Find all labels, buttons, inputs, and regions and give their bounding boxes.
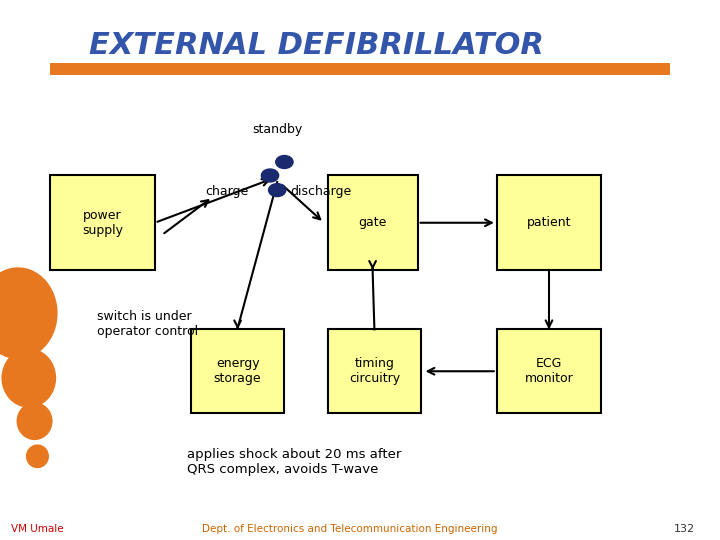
Bar [191, 329, 284, 413]
Text: EXTERNAL DEFIBRILLATOR: EXTERNAL DEFIBRILLATOR [89, 31, 544, 60]
Text: ECG
monitor: ECG monitor [525, 357, 573, 385]
Circle shape [261, 169, 279, 182]
Ellipse shape [1, 348, 56, 408]
Text: 132: 132 [674, 523, 695, 534]
Text: Dept. of Electronics and Telecommunication Engineering: Dept. of Electronics and Telecommunicati… [202, 523, 497, 534]
Text: standby: standby [252, 123, 302, 136]
Text: charge: charge [205, 185, 248, 198]
Ellipse shape [26, 444, 49, 468]
Text: patient: patient [527, 216, 571, 229]
Bar [50, 176, 155, 270]
Text: switch is under
operator control: switch is under operator control [97, 310, 198, 338]
Ellipse shape [17, 402, 53, 440]
Circle shape [276, 156, 293, 168]
Bar [328, 176, 418, 270]
Bar [497, 329, 601, 413]
Text: VM Umale: VM Umale [11, 523, 63, 534]
Text: discharge: discharge [289, 185, 351, 198]
Text: gate: gate [359, 216, 387, 229]
Text: timing
circuitry: timing circuitry [348, 357, 400, 385]
Ellipse shape [0, 267, 58, 359]
Text: power
supply: power supply [82, 209, 123, 237]
Text: applies shock about 20 ms after
QRS complex, avoids T-wave: applies shock about 20 ms after QRS comp… [187, 448, 402, 476]
Bar [497, 176, 601, 270]
Bar [328, 329, 421, 413]
Text: energy
storage: energy storage [214, 357, 261, 385]
Bar [50, 63, 670, 75]
Circle shape [269, 184, 286, 197]
